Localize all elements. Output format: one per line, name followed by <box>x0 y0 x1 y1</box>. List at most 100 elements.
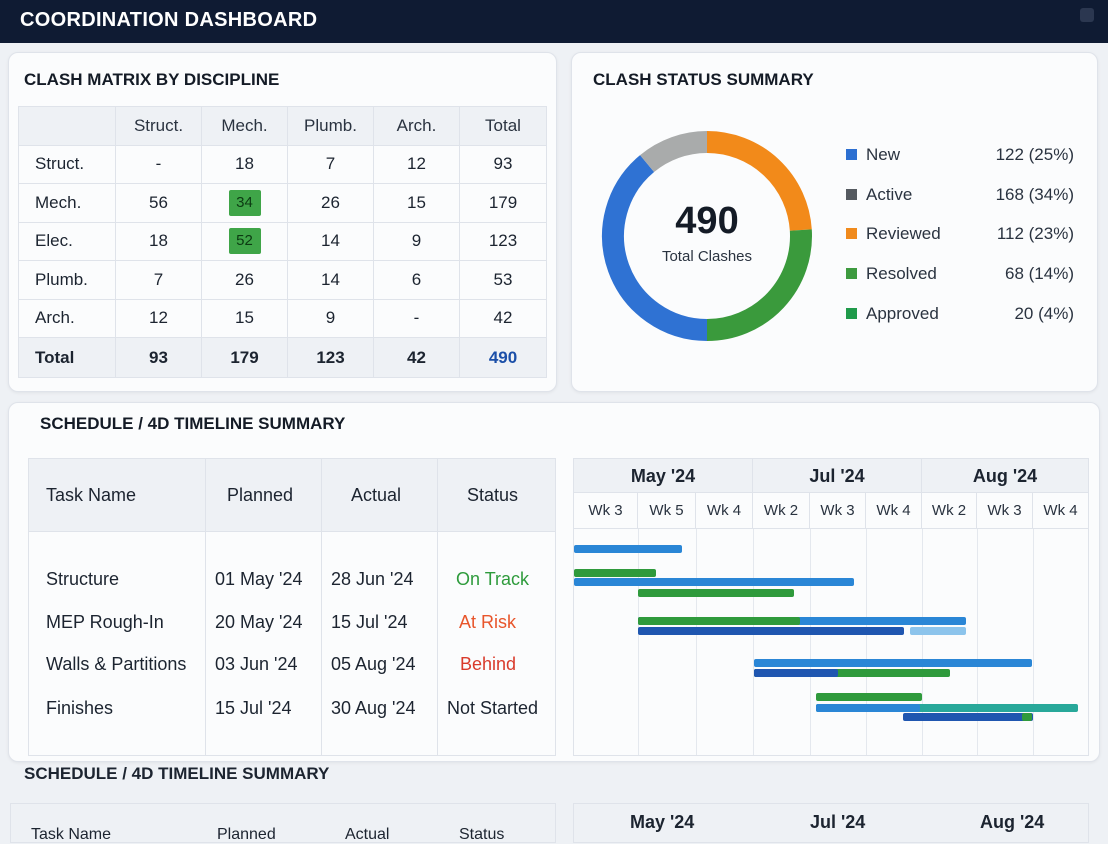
matrix-cell[interactable]: 7 <box>287 144 374 184</box>
matrix-cell[interactable]: 26 <box>201 260 288 300</box>
legend-label: Active <box>866 185 913 204</box>
matrix-row: Struct. - 18 7 12 93 <box>18 144 547 184</box>
gantt-bar[interactable] <box>816 693 922 701</box>
gantt-week-header: Wk 5 <box>638 493 696 529</box>
legend-item[interactable]: Active 168 (34%) <box>846 183 1074 205</box>
matrix-cell[interactable]: 7 <box>115 260 202 300</box>
schedule-col-header: Status <box>467 485 519 505</box>
gantt-gridline <box>1033 529 1034 755</box>
clash-highlight-badge: 34 <box>228 189 261 216</box>
matrix-cell[interactable]: 26 <box>287 183 374 223</box>
matrix-cell[interactable]: 6 <box>373 260 460 300</box>
gantt-bar[interactable] <box>638 617 966 625</box>
gantt-bar[interactable] <box>638 589 794 597</box>
matrix-cell[interactable]: 12 <box>115 298 202 338</box>
matrix-cell[interactable]: 9 <box>287 298 374 338</box>
gantt-bar[interactable] <box>816 704 1078 712</box>
clash-highlight-badge: 52 <box>228 228 261 255</box>
legend-value: 122 (25%) <box>995 145 1074 164</box>
gantt-bar[interactable] <box>754 669 838 677</box>
gantt-bar[interactable] <box>903 713 1033 721</box>
gantt-week-header: Wk 4 <box>866 493 922 529</box>
gantt-gridline <box>696 529 697 755</box>
clash-status-donut-chart <box>602 131 812 341</box>
matrix-cell[interactable]: 18 <box>201 144 288 184</box>
clash-matrix-title: CLASH MATRIX BY DISCIPLINE <box>24 70 280 89</box>
gantt-bar[interactable] <box>574 578 854 586</box>
gantt-gridline <box>810 529 811 755</box>
donut-total-label: Total Clashes <box>661 248 753 265</box>
legend-item[interactable]: Reviewed 112 (23%) <box>846 222 1074 244</box>
task-planned: 01 May '24 <box>215 569 303 589</box>
clash-status-card <box>571 52 1098 392</box>
matrix-col-header: Total <box>459 106 547 146</box>
gantt-month-header: May '24 <box>630 812 695 832</box>
gantt-week-header: Wk 4 <box>1033 493 1088 529</box>
gantt-bar[interactable] <box>574 569 656 577</box>
schedule-row[interactable]: Finishes 15 Jul '24 30 Aug '24 Not Start… <box>29 688 555 728</box>
matrix-cell-highlighted[interactable]: 34 <box>201 183 288 223</box>
legend-item[interactable]: Approved 20 (4%) <box>846 302 1074 324</box>
matrix-cell[interactable]: 12 <box>373 144 460 184</box>
matrix-row: Mech. 56 34 26 15 179 <box>18 183 547 223</box>
legend-value: 68 (14%) <box>1005 264 1074 283</box>
top-bar: COORDINATION DASHBOARD <box>0 0 1108 43</box>
matrix-total-label: Total <box>18 337 116 378</box>
donut-segment-active[interactable] <box>640 131 708 173</box>
legend-item[interactable]: New 122 (25%) <box>846 143 1074 165</box>
matrix-grand-total: 490 <box>459 337 547 378</box>
gantt-timeline-repeat: May '24 Jul '24 Aug '24 <box>573 803 1089 843</box>
legend-swatch <box>846 228 857 239</box>
task-name: MEP Rough-In <box>46 612 164 632</box>
schedule-col-header: Status <box>459 826 505 843</box>
gantt-bar[interactable] <box>910 627 966 635</box>
gantt-month-header: Jul '24 <box>810 812 866 832</box>
gantt-month-header: Jul '24 <box>753 459 922 493</box>
matrix-col-header: Struct. <box>115 106 202 146</box>
settings-icon[interactable] <box>1080 8 1094 22</box>
donut-segment-reviewed[interactable] <box>706 131 812 232</box>
matrix-total-row: Total 93 179 123 42 490 <box>18 337 547 378</box>
schedule-title-repeat: SCHEDULE / 4D TIMELINE SUMMARY <box>24 764 330 783</box>
gantt-bar[interactable] <box>574 545 682 553</box>
gantt-month-header: May '24 <box>574 459 753 493</box>
matrix-cell[interactable]: 14 <box>287 260 374 300</box>
gantt-bar[interactable] <box>638 617 800 625</box>
gantt-week-header: Wk 4 <box>696 493 753 529</box>
matrix-cell-highlighted[interactable]: 52 <box>201 221 288 261</box>
gantt-bar[interactable] <box>1022 713 1032 721</box>
gantt-bar[interactable] <box>754 669 950 677</box>
schedule-table-repeat: Task Name Planned Actual Status <box>10 803 556 843</box>
matrix-col-header: Arch. <box>373 106 460 146</box>
schedule-row[interactable]: Structure 01 May '24 28 Jun '24 On Track <box>29 559 555 599</box>
gantt-gridline <box>977 529 978 755</box>
donut-segment-resolved[interactable] <box>706 229 812 341</box>
matrix-cell[interactable]: - <box>115 144 202 184</box>
matrix-cell[interactable]: 9 <box>373 221 460 261</box>
legend-item[interactable]: Resolved 68 (14%) <box>846 262 1074 284</box>
column-divider <box>205 459 206 755</box>
matrix-row-total: 179 <box>459 183 547 223</box>
task-actual: 15 Jul '24 <box>331 612 408 632</box>
gantt-bar[interactable] <box>816 704 920 712</box>
matrix-cell[interactable]: 18 <box>115 221 202 261</box>
gantt-week-header: Wk 3 <box>977 493 1033 529</box>
schedule-title: SCHEDULE / 4D TIMELINE SUMMARY <box>40 414 346 433</box>
gantt-week-header: Wk 2 <box>753 493 810 529</box>
gantt-bar[interactable] <box>754 659 1032 667</box>
task-planned: 15 Jul '24 <box>215 698 292 718</box>
matrix-cell[interactable]: 56 <box>115 183 202 223</box>
schedule-row[interactable]: MEP Rough-In 20 May '24 15 Jul '24 At Ri… <box>29 602 555 642</box>
matrix-cell[interactable]: 15 <box>373 183 460 223</box>
matrix-cell[interactable]: - <box>373 298 460 338</box>
matrix-cell[interactable]: 14 <box>287 221 374 261</box>
legend-value: 20 (4%) <box>1014 304 1074 323</box>
gantt-bar[interactable] <box>638 627 904 635</box>
donut-segment-new[interactable] <box>602 155 708 341</box>
matrix-cell[interactable]: 15 <box>201 298 288 338</box>
task-status: Behind <box>460 654 517 674</box>
dashboard-title: COORDINATION DASHBOARD <box>20 9 318 31</box>
legend-swatch <box>846 189 857 200</box>
legend-value: 112 (23%) <box>996 224 1074 243</box>
schedule-row[interactable]: Walls & Partitions 03 Jun '24 05 Aug '24… <box>29 644 555 684</box>
